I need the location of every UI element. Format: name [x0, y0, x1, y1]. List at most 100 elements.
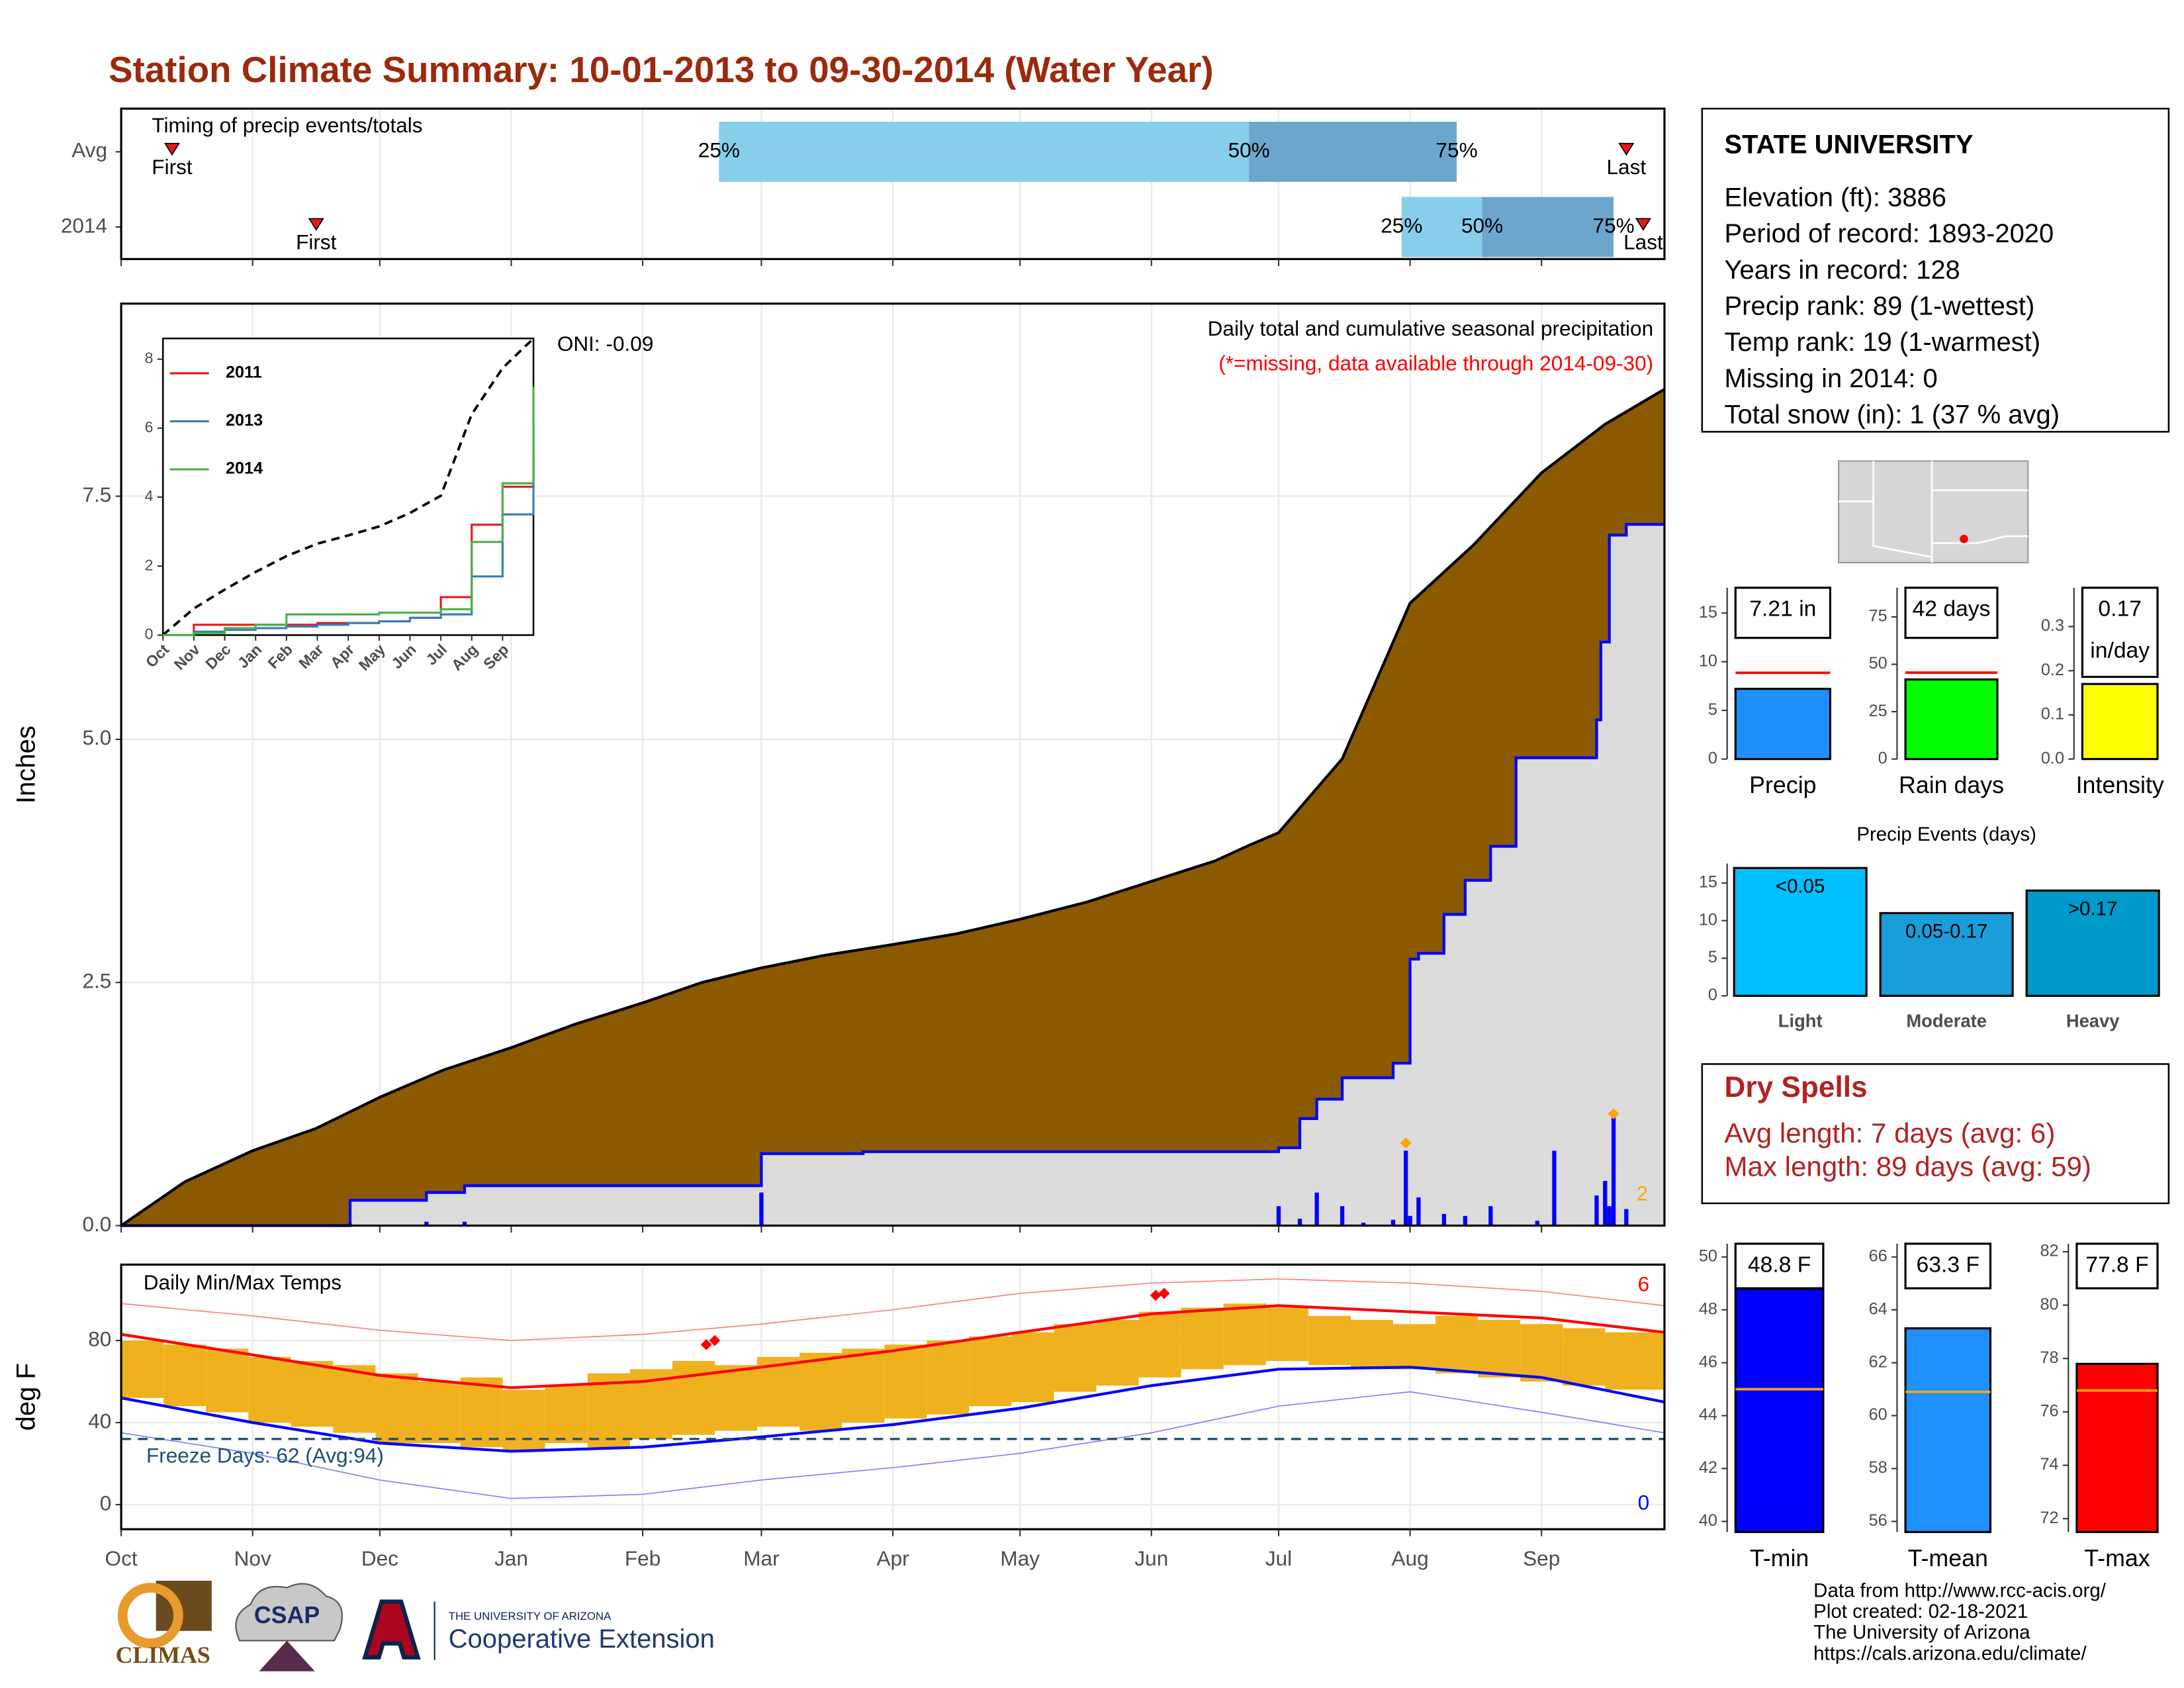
- x-tick-label: Mar: [743, 1546, 779, 1570]
- temp-bar: [545, 1385, 588, 1443]
- x-tick-label: May: [1000, 1546, 1040, 1570]
- bar: [1733, 867, 1868, 997]
- row-label: 2014: [61, 213, 107, 237]
- logo-shape: [362, 1599, 421, 1660]
- y-tick-label: 5.0: [83, 726, 112, 749]
- y-tick-label: 15: [1699, 603, 1717, 622]
- value-box: [1734, 1243, 1825, 1289]
- station-dot: [1960, 534, 1968, 543]
- y-tick-label: 64: [1869, 1299, 1888, 1318]
- y-tick-label: 44: [1699, 1405, 1717, 1424]
- bin-label: >0.17: [2068, 898, 2118, 920]
- record-marker: [1158, 1288, 1170, 1299]
- daily-bar: [759, 1192, 764, 1226]
- map-borders: [1839, 461, 2028, 563]
- daily-bar: [1552, 1150, 1557, 1226]
- row-label: Avg: [71, 138, 107, 162]
- temp-bar: [799, 1352, 842, 1431]
- y-tick-label: 0.2: [2041, 661, 2064, 679]
- logo-text: CLIMAS: [116, 1642, 210, 1668]
- bar: [1879, 912, 2014, 997]
- quartile-label: 50%: [1228, 138, 1270, 162]
- value-box: [1904, 1243, 1992, 1289]
- logo-shape: [117, 1583, 183, 1649]
- logo-text: CSAP: [254, 1602, 320, 1628]
- x-tick-label: Light: [1778, 1011, 1823, 1031]
- daily-bar: [1535, 1221, 1539, 1226]
- temp-bar: [1435, 1315, 1479, 1374]
- y-tick-label: 56: [1869, 1511, 1888, 1530]
- footer-line: The University of Arizona: [1813, 1622, 2030, 1644]
- plot-frame: [120, 303, 1666, 1227]
- value-label: 42 days: [1913, 596, 1991, 621]
- quartile-bar: [1401, 197, 1482, 258]
- logo-text: THE UNIVERSITY OF ARIZONA: [449, 1610, 612, 1622]
- y-tick-label: 0.1: [2041, 705, 2064, 724]
- csap-logo: CSAP: [235, 1583, 343, 1671]
- info-line: Period of record: 1893-2020: [1724, 219, 2054, 248]
- y-tick-label: 40: [1699, 1511, 1717, 1530]
- y-tick-label: 7.5: [83, 483, 112, 506]
- logo-shape: [235, 1583, 343, 1642]
- bar-label: T-max: [2084, 1545, 2150, 1571]
- x-tick-label: Sep: [1523, 1546, 1560, 1570]
- x-tick-label: Apr: [876, 1546, 909, 1570]
- y-tick-label: 62: [1869, 1352, 1888, 1371]
- oni-label: ONI: -0.09: [557, 332, 654, 355]
- daily-bar: [1607, 1206, 1612, 1226]
- info-box: [1701, 107, 2170, 433]
- temp-bar: [1520, 1324, 1563, 1382]
- info-line: Precip rank: 89 (1-wettest): [1724, 292, 2034, 321]
- station-name: STATE UNIVERSITY: [1724, 130, 1973, 159]
- temp-bar: [672, 1361, 715, 1435]
- extreme-marker: [1608, 1108, 1619, 1119]
- y-tick-label: 82: [2040, 1242, 2058, 1260]
- y-tick-label: 0.0: [83, 1212, 112, 1236]
- y-tick-label: 48: [1699, 1299, 1717, 1318]
- value-label: 77.8 F: [2085, 1252, 2148, 1277]
- daily-bar: [1297, 1219, 1302, 1226]
- map-frame: [1838, 460, 2029, 564]
- value-unit: in/day: [2090, 639, 2150, 663]
- location-map: [1838, 460, 2029, 564]
- info-line: Missing in 2014: 0: [1724, 364, 1937, 393]
- y-tick-label: 60: [1869, 1405, 1888, 1424]
- y-tick-label: 46: [1699, 1352, 1717, 1371]
- value-label: 48.8 F: [1748, 1252, 1811, 1277]
- average-line: [162, 337, 535, 636]
- quartile-label: 50%: [1461, 213, 1503, 237]
- panel-subtitle: (*=missing, data available through 2014-…: [1218, 352, 1653, 375]
- temp-bar: [1478, 1320, 1521, 1378]
- y-tick-label: 0: [100, 1491, 112, 1515]
- y-tick-label: 6: [145, 418, 154, 436]
- temp-bar: [375, 1373, 418, 1443]
- dry-spells-box: [1701, 1063, 2170, 1205]
- panel-title: Daily Min/Max Temps: [144, 1270, 341, 1294]
- y-tick-label: 74: [2040, 1455, 2058, 1474]
- record-marker: [700, 1338, 712, 1350]
- temp-bar: [1392, 1324, 1436, 1370]
- x-tick-label: Oct: [105, 1546, 138, 1570]
- event-label: Last: [1623, 230, 1663, 254]
- daily-bar: [424, 1221, 429, 1226]
- bar: [1734, 1288, 1825, 1533]
- y-tick-label: 15: [1699, 873, 1717, 892]
- daily-bar: [1463, 1215, 1468, 1226]
- temp-bar: [1096, 1320, 1139, 1386]
- value-box: [1734, 586, 1832, 639]
- max-count: 6: [1638, 1272, 1650, 1295]
- info-line: Temp rank: 19 (1-warmest): [1724, 328, 2040, 357]
- y-tick-label: 0: [1708, 749, 1717, 767]
- x-tick-label: Jan: [494, 1546, 528, 1570]
- y-tick-label: 75: [1869, 607, 1888, 626]
- value-box: [1904, 586, 1999, 639]
- current-area: [121, 524, 1664, 1226]
- y-tick-label: 58: [1869, 1458, 1888, 1477]
- y-tick-label: 42: [1699, 1458, 1717, 1477]
- quartile-bar: [719, 121, 1250, 182]
- bar-label: Precip: [1749, 772, 1816, 798]
- daily-bar: [462, 1221, 467, 1226]
- y-tick-label: 0: [1708, 986, 1717, 1004]
